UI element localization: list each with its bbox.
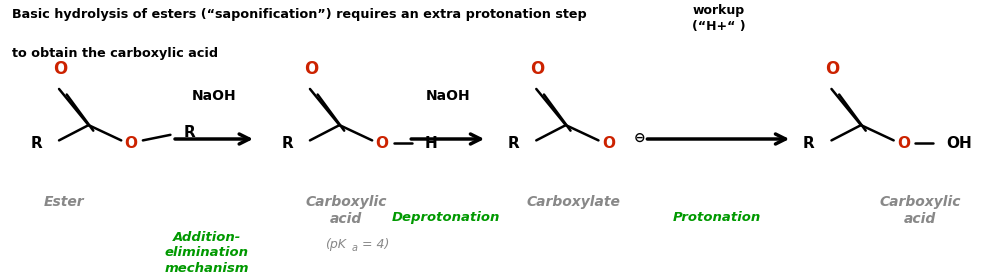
- Text: R: R: [803, 136, 815, 151]
- Text: O: O: [376, 136, 389, 151]
- Text: Deprotonation: Deprotonation: [392, 211, 500, 224]
- Text: H: H: [424, 136, 437, 151]
- Text: OH: OH: [946, 136, 971, 151]
- Text: O: O: [125, 136, 138, 151]
- Text: Protonation: Protonation: [672, 211, 761, 224]
- Text: Addition-
elimination
mechanism: Addition- elimination mechanism: [164, 231, 249, 275]
- Text: NaOH: NaOH: [192, 89, 237, 103]
- Text: Acid
workup
(“H+“ ): Acid workup (“H+“ ): [692, 0, 745, 33]
- Text: a: a: [351, 243, 357, 253]
- Text: ⊖: ⊖: [634, 131, 646, 145]
- Text: O: O: [530, 60, 544, 78]
- Text: O: O: [602, 136, 615, 151]
- Text: Ester: Ester: [43, 195, 85, 208]
- Text: NaOH: NaOH: [425, 89, 470, 103]
- Text: Basic hydrolysis of esters (“saponification”) requires an extra protonation step: Basic hydrolysis of esters (“saponificat…: [12, 8, 586, 21]
- Text: R: R: [31, 136, 42, 151]
- Text: R: R: [508, 136, 520, 151]
- Text: R: R: [183, 125, 195, 140]
- Text: R: R: [281, 136, 293, 151]
- Text: Carboxylate: Carboxylate: [526, 195, 621, 208]
- Text: O: O: [304, 60, 318, 78]
- Text: to obtain the carboxylic acid: to obtain the carboxylic acid: [12, 47, 217, 60]
- Text: O: O: [897, 136, 910, 151]
- Text: Carboxylic
acid: Carboxylic acid: [880, 195, 960, 226]
- Text: (pK: (pK: [325, 238, 345, 251]
- Text: = 4): = 4): [358, 238, 390, 251]
- Text: Carboxylic
acid: Carboxylic acid: [306, 195, 387, 226]
- Text: O: O: [53, 60, 67, 78]
- Text: O: O: [826, 60, 839, 78]
